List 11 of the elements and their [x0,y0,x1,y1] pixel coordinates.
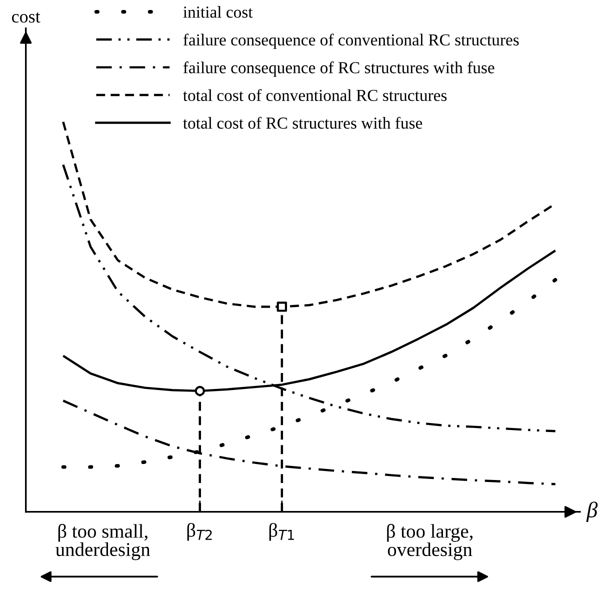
legend-label: failure consequence of RC structures with fuse [183,61,494,77]
legend-label: total cost of conventional RC structures [183,89,447,102]
legend-label: initial cost [183,6,253,18]
x-tick-label: β$_{T1}$ [269,522,294,541]
legend-label: failure consequence of conventional RC structures [183,34,519,49]
x-axis-title: β [586,502,598,522]
x-tick-label: β$_{T2}$ [187,522,212,541]
text: β too small, underdesign [56,524,150,560]
text: cost [12,12,40,23]
legend-label: total cost of RC structures with fuse [183,116,422,129]
text: β too large, overdesign [387,524,472,560]
